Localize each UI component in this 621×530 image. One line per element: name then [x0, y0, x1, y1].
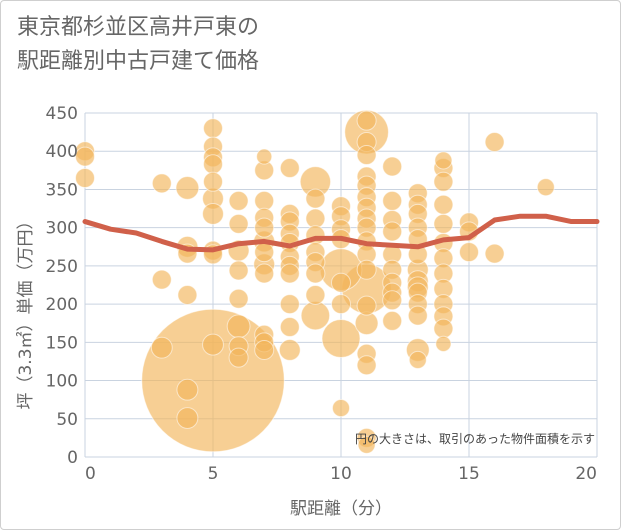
- bubble-point: [279, 294, 300, 315]
- bubble-point: [484, 132, 505, 153]
- x-tick-label: 0: [85, 464, 96, 484]
- bubble-point: [382, 290, 403, 311]
- bubble-point: [459, 242, 479, 263]
- bubble-point: [177, 284, 198, 305]
- bubble-point: [228, 190, 249, 211]
- bubble-point: [75, 167, 95, 188]
- bubble-point: [151, 173, 172, 194]
- bubble-point: [433, 318, 454, 339]
- bubble-point: [279, 158, 300, 179]
- y-tick-label: 100: [46, 372, 78, 392]
- bubble-point: [356, 355, 377, 376]
- bubble-point: [254, 242, 275, 263]
- bubble-point: [305, 284, 326, 305]
- bubble-point: [228, 260, 249, 281]
- bubble-point: [202, 333, 224, 356]
- bubble-point: [254, 217, 275, 238]
- bubble-point: [228, 213, 249, 234]
- y-tick-label: 450: [46, 104, 78, 124]
- x-axis-label: 駅距離（分）: [290, 499, 392, 519]
- bubble-point: [331, 294, 351, 315]
- bubble-point: [331, 272, 351, 293]
- bubble-point: [382, 156, 403, 177]
- bubble-point: [382, 221, 403, 242]
- y-tick-label: 250: [46, 257, 78, 277]
- bubble-point: [356, 295, 377, 316]
- bubble-point: [356, 110, 377, 131]
- bubble-point: [435, 335, 452, 352]
- bubble-point: [305, 263, 326, 284]
- bubble-point: [175, 176, 200, 200]
- x-tick-label: 15: [458, 464, 480, 484]
- bubble-point: [305, 208, 326, 229]
- size-annotation: 円の大きさは、取引のあった物件面積を示す: [355, 431, 595, 446]
- bubble-point: [202, 202, 224, 225]
- bubble-point: [228, 347, 249, 368]
- bubble-point: [176, 378, 199, 401]
- bubble-point: [203, 118, 223, 139]
- y-tick-label: 350: [46, 180, 78, 200]
- bubble-point: [75, 146, 95, 167]
- bubble-point: [356, 145, 377, 166]
- bubble-point: [321, 319, 361, 359]
- bubble-point: [357, 435, 376, 454]
- bubble-point: [254, 190, 275, 211]
- chart-title-line1: 東京都杉並区高井戸東の: [17, 15, 260, 40]
- bubble-point: [226, 314, 251, 339]
- trend-line-group: [82, 213, 600, 253]
- bubble-point: [356, 259, 377, 280]
- bubble-point: [254, 263, 275, 284]
- bubble-point: [407, 305, 428, 326]
- bubble-point: [203, 154, 223, 175]
- bubble-point: [228, 288, 249, 309]
- bubbles: [75, 109, 555, 454]
- bubble-point: [254, 339, 275, 360]
- bubble-point: [433, 194, 454, 215]
- y-tick-label: 50: [56, 410, 78, 430]
- bubble-point: [279, 263, 300, 284]
- tick-labels: 0 50 100 150 200 250 300 350 400 450 0 5 10 15 20: [46, 104, 597, 484]
- y-tick-label: 200: [46, 295, 78, 315]
- bubble-point: [256, 148, 273, 165]
- bubble-point: [305, 188, 326, 209]
- bubble-point: [408, 350, 427, 369]
- bubble-point: [176, 407, 199, 429]
- y-tick-label: 300: [46, 219, 78, 239]
- bubble-point: [536, 178, 555, 197]
- bubble-point: [433, 213, 454, 234]
- bubble-point: [382, 310, 403, 331]
- bubble-point: [434, 151, 453, 170]
- bubble-point: [331, 399, 351, 418]
- bubble-point: [151, 269, 172, 290]
- y-tick-label: 0: [67, 448, 78, 468]
- bubble-point: [279, 317, 300, 338]
- bubble-point: [382, 190, 403, 211]
- x-tick-label: 20: [575, 464, 597, 484]
- y-tick-label: 400: [46, 142, 78, 162]
- trend-line: [82, 213, 600, 253]
- bubble-point: [203, 171, 223, 192]
- x-tick-label: 5: [208, 464, 219, 484]
- x-tick-label: 10: [330, 464, 352, 484]
- chart-title-line2: 駅距離別中古戸建て価格: [17, 49, 260, 74]
- bubble-point: [484, 243, 505, 264]
- bubble-point: [150, 336, 173, 359]
- bubble-point: [433, 171, 454, 192]
- bubble-point: [300, 300, 331, 331]
- bubble-point: [278, 339, 301, 361]
- y-tick-label: 150: [46, 333, 78, 353]
- chart-title: 東京都杉並区高井戸東の 駅距離別中古戸建て価格: [17, 11, 259, 79]
- y-axis-label: 坪（3.3㎡）単価（万円）: [16, 212, 36, 409]
